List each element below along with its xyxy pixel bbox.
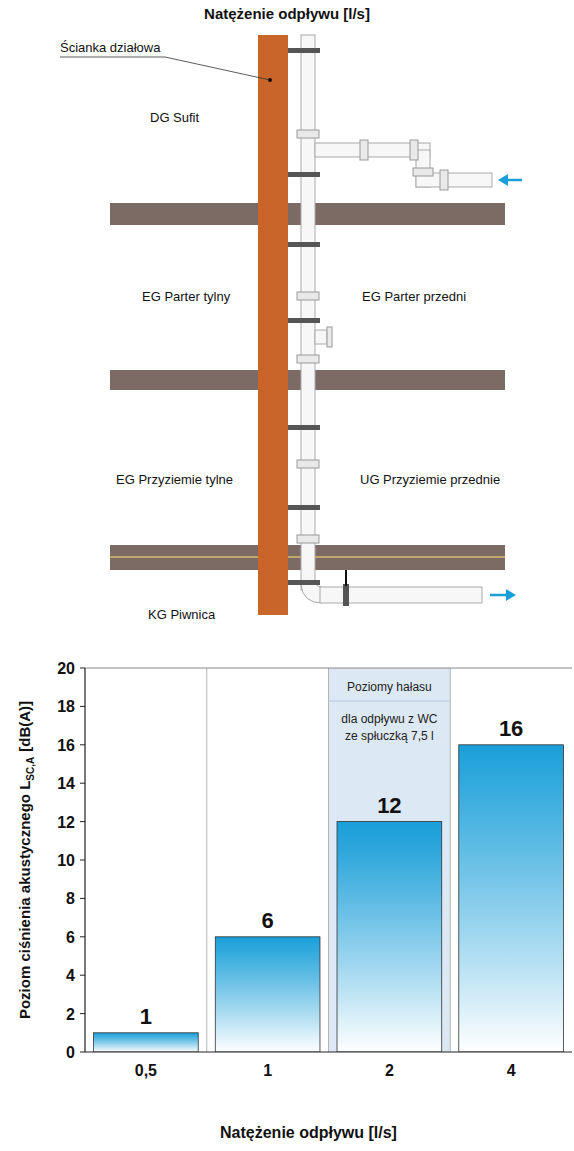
y-axis-title-text: Poziom ciśnienia akustycznego L: [16, 781, 33, 1019]
pipe-fitting: [297, 460, 319, 468]
partition-wall: [258, 35, 288, 615]
grid-line: [328, 668, 329, 1052]
y-tick: [80, 821, 85, 822]
pipe-fitting: [297, 535, 319, 543]
bar: [337, 822, 442, 1052]
annotation-divider: [329, 701, 451, 702]
pipe-fitting: [410, 140, 418, 160]
y-tick: [80, 744, 85, 745]
room-label: EG Przyziemie tylne: [116, 472, 233, 487]
pipe-clamp: [288, 580, 320, 585]
pipe-fitting: [440, 170, 448, 190]
y-tick-label: 2: [66, 1006, 75, 1023]
flow-arrow: [490, 594, 508, 597]
flow-arrow: [506, 179, 522, 182]
y-tick-label: 16: [57, 737, 75, 754]
data-label: 6: [262, 908, 274, 933]
y-tick: [80, 706, 85, 707]
y-tick-label: 0: [66, 1044, 75, 1061]
x-tick-label: 1: [263, 1062, 272, 1079]
y-axis-title-sub: SC,A: [25, 757, 36, 781]
y-tick: [80, 1052, 85, 1053]
pipe-clamp: [288, 425, 320, 430]
leader-dot: [268, 78, 272, 82]
data-label: 1: [140, 1004, 152, 1029]
pipe-fitting: [297, 355, 319, 363]
y-tick-label: 20: [57, 660, 75, 677]
y-tick: [80, 898, 85, 899]
flow-arrowhead: [506, 589, 516, 601]
bar: [94, 1033, 199, 1052]
y-tick-label: 4: [66, 967, 75, 984]
bar: [459, 745, 564, 1052]
pipe-fitting: [297, 292, 319, 300]
y-tick: [80, 860, 85, 861]
room-label: EG Parter tylny: [142, 289, 231, 304]
y-tick: [80, 668, 85, 669]
annotation-text: ze spłuczką 7,5 l: [345, 729, 434, 743]
wall-label: Ścianka działowa: [60, 40, 161, 55]
diagram: Natężenie odpływu [l/s] Ścianka działowa D…: [60, 5, 522, 622]
pipe-clamp: [288, 505, 320, 510]
x-tick-label: 0,5: [135, 1062, 157, 1079]
y-axis: [84, 668, 85, 1052]
page: Natężenie odpływu [l/s] Ścianka działowa D…: [0, 0, 574, 1151]
y-tick: [80, 1013, 85, 1014]
y-axis-title: Poziom ciśnienia akustycznego LSC,A [dB(A…: [16, 701, 36, 1019]
pipe-cap: [327, 327, 332, 347]
diagram-title: Natężenie odpływu [l/s]: [204, 5, 370, 22]
y-axis-title-unit: [dB(A)]: [16, 701, 33, 752]
y-tick: [80, 975, 85, 976]
plot-frame: [85, 668, 572, 669]
y-tick: [80, 783, 85, 784]
annotation-text: dla odpływu z WC: [341, 712, 437, 726]
pipe-cleanout: [315, 330, 327, 344]
pipe-clamp: [288, 318, 320, 323]
pipe-clamp: [288, 172, 320, 177]
room-label: KG Piwnica: [148, 607, 216, 622]
grid-line: [206, 668, 207, 1052]
pipe-hanger: [345, 570, 347, 586]
y-tick-label: 8: [66, 890, 75, 907]
pipe-clamp: [288, 242, 320, 247]
y-tick-label: 6: [66, 929, 75, 946]
grid-line: [450, 668, 451, 1052]
pipe-fitting: [413, 168, 433, 176]
x-axis: [85, 1051, 572, 1052]
flow-arrowhead: [498, 174, 508, 186]
pipe-fitting: [297, 130, 319, 138]
pipe-clamp: [343, 584, 349, 606]
data-label: 12: [377, 793, 401, 818]
y-tick-label: 18: [57, 698, 75, 715]
y-tick: [80, 936, 85, 937]
x-tick-label: 2: [385, 1062, 394, 1079]
pipe-fitting: [360, 140, 368, 160]
x-tick-label: 4: [507, 1062, 516, 1079]
y-tick-label: 14: [57, 775, 75, 792]
data-label: 16: [499, 716, 523, 741]
bars: [94, 745, 564, 1052]
x-axis-title: Natężenie odpływu [l/s]: [220, 1124, 397, 1141]
chart: Poziomy hałasu dla odpływu z WC ze spłuczk…: [16, 660, 572, 1141]
room-label: EG Parter przedni: [362, 289, 466, 304]
y-tick-label: 10: [57, 852, 75, 869]
annotation-text: Poziomy hałasu: [347, 680, 432, 694]
highlight-band: [329, 668, 451, 1052]
room-label: UG Przyziemie przednie: [360, 472, 500, 487]
pipe-clamp: [288, 48, 320, 53]
bar: [215, 937, 320, 1052]
leader-line: [60, 57, 270, 80]
y-tick-label: 12: [57, 814, 75, 831]
room-label: DG Sufit: [150, 110, 200, 125]
